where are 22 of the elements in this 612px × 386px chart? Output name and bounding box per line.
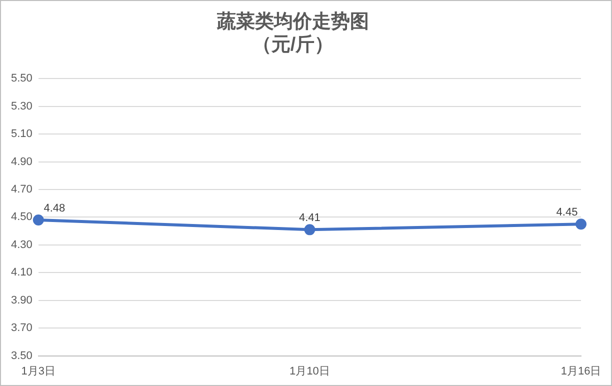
data-label: 4.48 (44, 202, 66, 215)
chart-title: 蔬菜类均价走势图 (216, 10, 369, 33)
y-tick-label: 4.30 (10, 238, 32, 251)
chart-subtitle: （元/斤） (252, 33, 334, 56)
data-label: 4.45 (556, 206, 578, 219)
y-tick-label: 5.10 (10, 128, 32, 140)
y-tick-label: 3.50 (10, 350, 32, 362)
y-tick-label: 4.50 (10, 211, 32, 224)
y-tick-label: 5.30 (10, 100, 32, 112)
y-tick-label: 4.10 (10, 266, 32, 279)
point (32, 214, 44, 226)
point (576, 218, 586, 230)
y-tick-label: 4.70 (10, 184, 32, 196)
y-tick-label: 4.90 (10, 156, 32, 168)
y-tick-label: 3.90 (10, 294, 32, 306)
data-label: 4.41 (298, 212, 320, 224)
point (304, 224, 316, 236)
x-tick-label: 1月3日 (21, 365, 56, 378)
x-tick-label: 1月10日 (290, 365, 330, 378)
y-tick-label: 3.70 (10, 322, 32, 334)
y-tick-label: 5.50 (10, 72, 32, 85)
x-tick-label: 1月16日 (560, 365, 602, 378)
